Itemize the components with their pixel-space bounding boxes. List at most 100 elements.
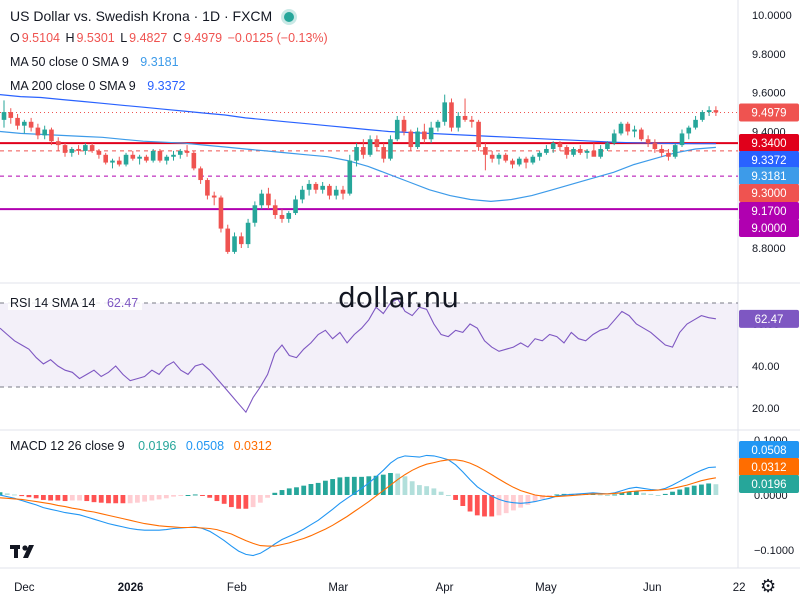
macd-histogram-bar xyxy=(684,487,690,495)
macd-histogram-bar xyxy=(402,476,408,495)
candle-body xyxy=(123,154,129,165)
macd-line xyxy=(0,454,716,557)
ma50-value: 9.3181 xyxy=(140,55,179,69)
macd-histogram-bar xyxy=(612,494,618,496)
candle-body xyxy=(530,156,536,163)
time-axis-tick: Jun xyxy=(643,582,662,594)
macd-histogram-bar xyxy=(134,495,140,503)
macd-histogram-bar xyxy=(677,489,683,495)
candle-body xyxy=(347,160,353,194)
macd-histogram-bar xyxy=(460,495,466,506)
ma200-value: 9.3372 xyxy=(147,79,186,93)
watermark: dollar.nu xyxy=(338,281,459,314)
macd-histogram-bar xyxy=(597,494,603,496)
ma50-legend[interactable]: MA 50 close 0 SMA 9 9.3181 xyxy=(8,55,183,69)
candle-body xyxy=(239,236,244,245)
macd-histogram-bar xyxy=(691,485,697,495)
macd-histogram-bar xyxy=(351,476,357,495)
high-value: 9.5301 xyxy=(76,31,115,45)
candle-body xyxy=(381,147,386,159)
candle-body xyxy=(306,183,312,190)
macd-histogram-bar xyxy=(142,495,148,502)
candle-body xyxy=(564,147,570,155)
candle-body xyxy=(550,143,556,149)
macd-histogram-bar xyxy=(554,494,560,496)
candle-body xyxy=(361,147,366,155)
macd-histogram-bar xyxy=(662,493,668,495)
candle-body xyxy=(449,102,454,128)
rsi-legend[interactable]: RSI 14 SMA 14 62.47 xyxy=(8,296,143,310)
candle-body xyxy=(35,127,41,136)
rsi-label: RSI 14 SMA 14 xyxy=(10,296,96,310)
macd-histogram-bar xyxy=(417,485,422,495)
candle-body xyxy=(394,119,400,140)
candle-body xyxy=(408,131,414,148)
candle-body xyxy=(103,154,108,163)
candle-body xyxy=(22,121,27,126)
candle-body xyxy=(266,193,271,206)
settings-gear-icon[interactable]: ⚙ xyxy=(760,576,777,596)
macd-histogram-bar xyxy=(55,495,61,501)
candle-body xyxy=(327,185,332,196)
macd-histogram-bar xyxy=(33,495,39,499)
macd-histogram-bar xyxy=(539,495,545,499)
macd-histogram-bar xyxy=(171,495,176,497)
macd-histogram-bar xyxy=(149,495,155,501)
macd-histogram-bar xyxy=(62,495,68,502)
time-axis-tick: 22 xyxy=(733,582,746,594)
candle-body xyxy=(605,143,610,149)
candle-body xyxy=(164,156,170,161)
rsi-pane xyxy=(0,298,738,414)
candle-body xyxy=(272,205,278,215)
macd-histogram-bar xyxy=(40,495,46,500)
candle-body xyxy=(374,139,380,148)
macd-histogram-bar xyxy=(409,481,415,495)
macd-histogram-bar xyxy=(0,492,3,495)
macd-histogram-bar xyxy=(482,495,487,517)
candle-body xyxy=(83,145,88,151)
macd-line-tag: 0.0508 xyxy=(751,445,786,457)
macd-histogram-bar xyxy=(98,495,104,503)
signal-tag: 0.0312 xyxy=(751,462,786,474)
candle-body xyxy=(388,139,393,159)
candle-body xyxy=(62,145,68,153)
macd-histogram-bar xyxy=(532,495,538,502)
macd-histogram-bar xyxy=(163,495,169,499)
macd-histogram-bar xyxy=(641,492,646,495)
candle-body xyxy=(76,148,81,151)
macd-histogram-bar xyxy=(670,491,675,495)
candle-body xyxy=(537,152,542,157)
ma50-tag: 9.3181 xyxy=(751,171,786,183)
last-price-tag: 9.4979 xyxy=(751,107,786,119)
candle-body xyxy=(706,110,712,113)
macd-legend[interactable]: MACD 12 26 close 9 0.0196 0.0508 0.0312 xyxy=(8,439,276,453)
rsi-last-tag-bg xyxy=(739,309,799,328)
macd-histogram-bar xyxy=(69,495,75,501)
candle-body xyxy=(598,148,603,157)
candle-body xyxy=(144,156,149,161)
candle-body xyxy=(245,222,251,245)
macd-histogram-bar xyxy=(438,491,444,495)
macd-histogram-bar xyxy=(200,495,205,496)
price-axis-tick: 10.0000 xyxy=(752,10,792,22)
candle-body xyxy=(496,154,502,159)
macd-histogram-bar xyxy=(243,495,249,509)
candle-body xyxy=(293,199,298,214)
candle-body xyxy=(516,158,522,165)
ma200-legend[interactable]: MA 200 close 0 SMA 9 9.3372 xyxy=(8,79,190,93)
candle-body xyxy=(679,133,685,146)
macd-histogram-bar xyxy=(474,495,480,516)
candle-body xyxy=(354,147,359,161)
rsi-last-tag: 62.47 xyxy=(755,314,784,326)
ma200-label: MA 200 close 0 SMA 9 xyxy=(10,79,136,93)
macd-line-value: 0.0508 xyxy=(185,439,225,453)
candle-body xyxy=(225,228,231,252)
macd-histogram-bar xyxy=(453,495,458,500)
tradingview-logo-icon[interactable] xyxy=(10,540,40,562)
macd-histogram-bar xyxy=(185,495,191,496)
time-axis-tick: 2026 xyxy=(118,582,144,594)
time-axis-tick: Apr xyxy=(436,582,454,594)
macd-histogram-bar xyxy=(344,476,350,495)
macd-histogram-bar xyxy=(633,491,639,495)
